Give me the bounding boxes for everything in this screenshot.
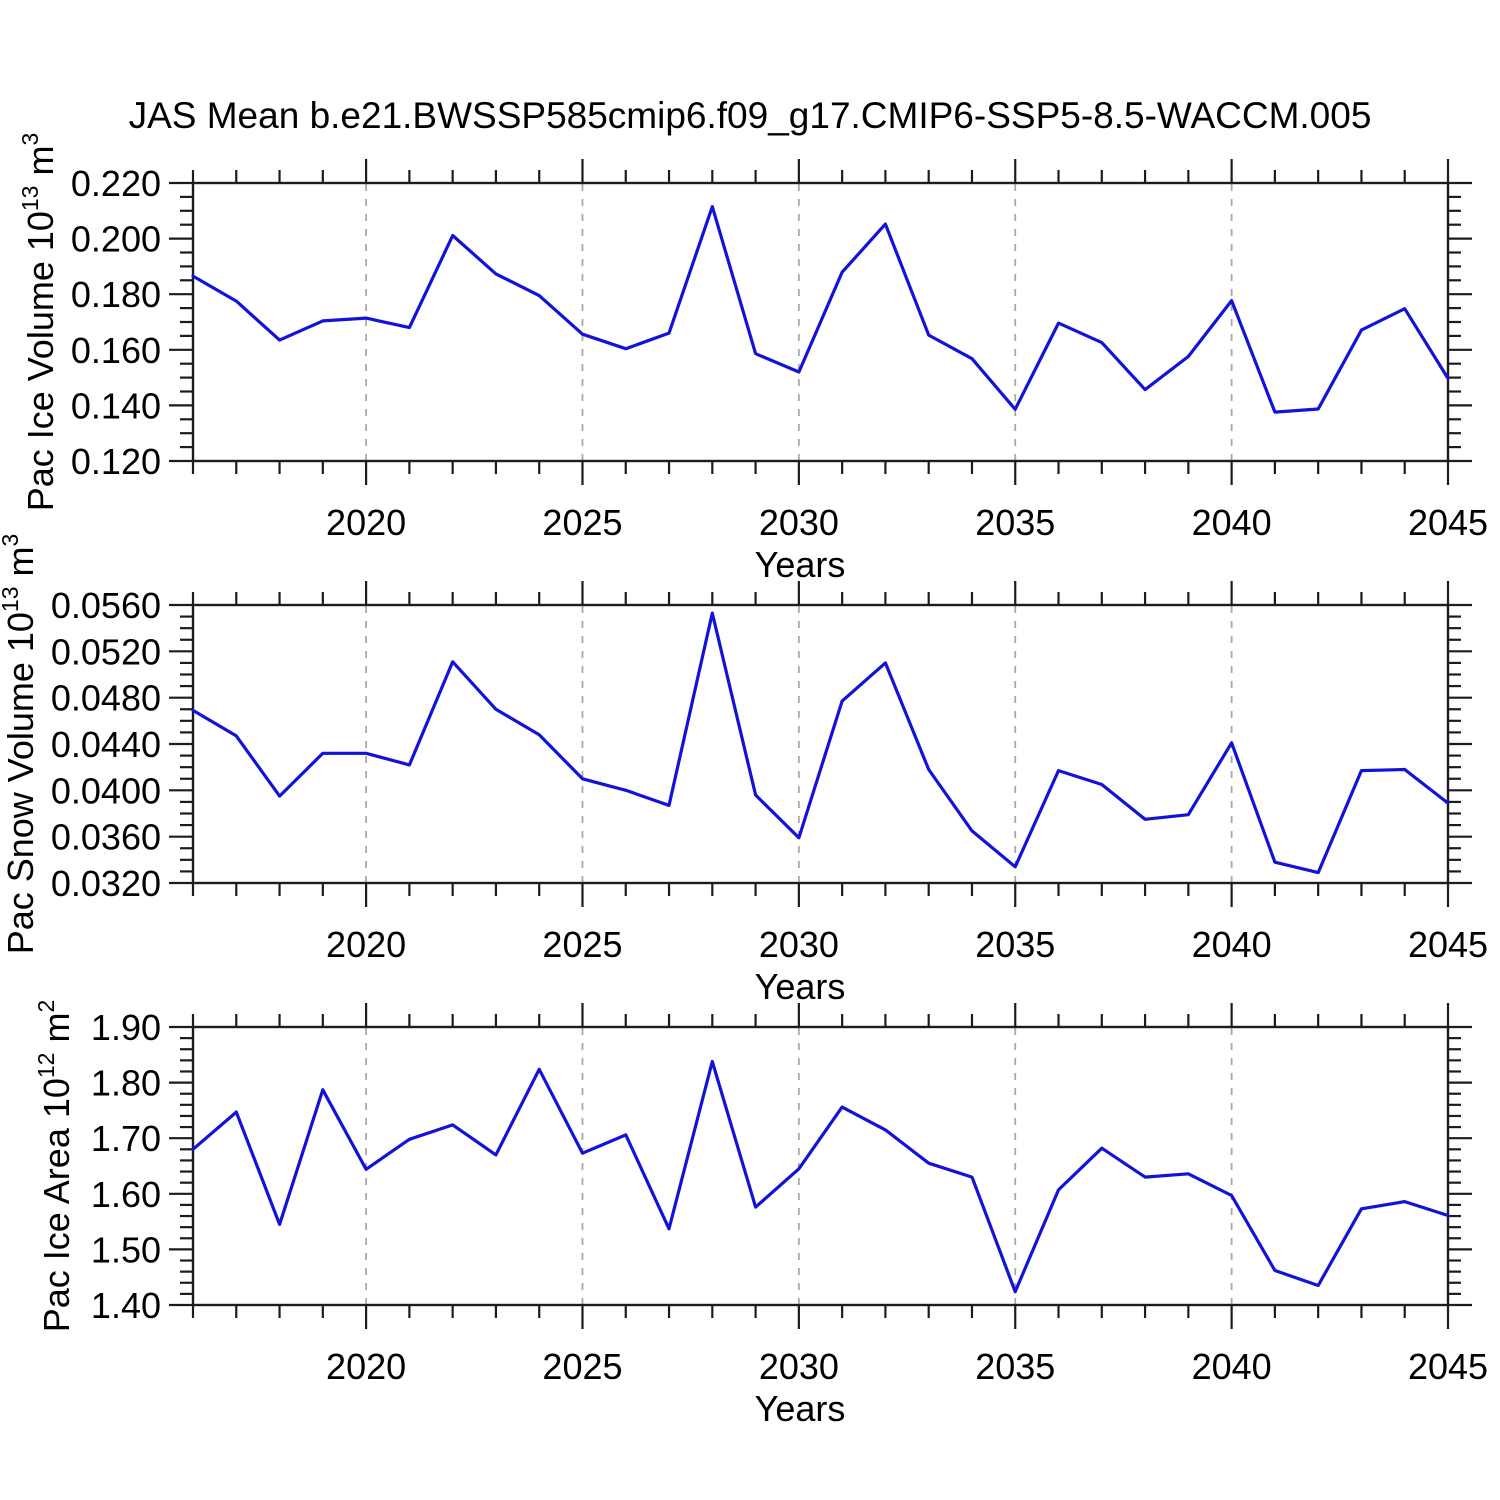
y-tick-label: 0.200: [71, 219, 161, 260]
x-tick-label: 2040: [1192, 924, 1272, 965]
x-axis-title-pac-ice-area: Years: [755, 1388, 846, 1429]
x-tick-label: 2040: [1192, 502, 1272, 543]
y-ticks-pac-ice-volume: [169, 181, 1472, 463]
y-tick-labels-pac-ice-volume: 0.120 0.140 0.160 0.180 0.200 0.220: [71, 163, 161, 482]
x-tick-label: 2030: [759, 502, 839, 543]
y-tick-label: 0.220: [71, 163, 161, 204]
x-axis-title-pac-ice-volume: Years: [755, 544, 846, 585]
x-tick-label: 2045: [1408, 924, 1488, 965]
series-line-pac-ice-area: [191, 1059, 1450, 1294]
y-axis-title-pac-ice-volume: Pac Ice Volume 1013 m3: [17, 133, 61, 512]
x-tick-label: 2025: [542, 1346, 622, 1387]
x-tick-labels-pac-ice-area: 2020 2025 2030 2035 2040 2045: [326, 1346, 1488, 1387]
gridlines-pac-snow-volume: [365, 606, 1233, 882]
y-tick-label: 0.140: [71, 385, 161, 426]
y-axis-title-pac-snow-volume: Pac Snow Volume 1013 m3: [0, 534, 41, 955]
gridlines-pac-ice-area: [365, 1028, 1233, 1304]
y-tick-label: 1.50: [91, 1229, 161, 1270]
series-line-pac-ice-volume: [191, 205, 1450, 414]
y-tick-label: 0.0520: [51, 631, 161, 672]
y-tick-label: 0.0480: [51, 678, 161, 719]
y-tick-labels-pac-ice-area: 1.40 1.50 1.60 1.70 1.80 1.90: [91, 1007, 161, 1326]
y-tick-label: 1.90: [91, 1007, 161, 1048]
x-ticks-pac-ice-volume: [191, 159, 1450, 485]
x-tick-label: 2025: [542, 502, 622, 543]
y-tick-label: 1.60: [91, 1174, 161, 1215]
panel-pac-ice-area: 1.40 1.50 1.60 1.70 1.80 1.90 2020 2025 2030 2035…: [33, 1000, 1488, 1429]
y-tick-label: 0.0360: [51, 817, 161, 858]
x-tick-label: 2035: [975, 1346, 1055, 1387]
x-tick-label: 2030: [759, 1346, 839, 1387]
x-tick-label: 2030: [759, 924, 839, 965]
plot-frame-pac-snow-volume: [191, 603, 1450, 885]
y-tick-label: 0.0440: [51, 724, 161, 765]
y-tick-label: 0.160: [71, 330, 161, 371]
figure-title: JAS Mean b.e21.BWSSP585cmip6.f09_g17.CMI…: [129, 95, 1372, 136]
y-axis-title-pac-ice-area: Pac Ice Area 1012 m2: [33, 1000, 77, 1333]
x-tick-label: 2025: [542, 924, 622, 965]
x-tick-label: 2045: [1408, 1346, 1488, 1387]
series-line-pac-snow-volume: [191, 611, 1450, 875]
x-tick-labels-pac-snow-volume: 2020 2025 2030 2035 2040 2045: [326, 924, 1488, 965]
x-ticks-pac-snow-volume: [191, 581, 1450, 907]
y-tick-label: 1.70: [91, 1118, 161, 1159]
x-tick-labels-pac-ice-volume: 2020 2025 2030 2035 2040 2045: [326, 502, 1488, 543]
x-tick-label: 2020: [326, 502, 406, 543]
gridlines-pac-ice-volume: [365, 184, 1233, 460]
y-tick-labels-pac-snow-volume: 0.0320 0.0360 0.0400 0.0440 0.0480 0.0520 0.05…: [51, 585, 161, 904]
x-tick-label: 2045: [1408, 502, 1488, 543]
y-tick-label: 0.0320: [51, 863, 161, 904]
x-tick-label: 2020: [326, 924, 406, 965]
x-tick-label: 2035: [975, 502, 1055, 543]
y-tick-label: 0.120: [71, 441, 161, 482]
x-axis-title-pac-snow-volume: Years: [755, 966, 846, 1007]
x-ticks-pac-ice-area: [191, 1003, 1450, 1329]
y-tick-label: 1.80: [91, 1063, 161, 1104]
panel-pac-snow-volume: 0.0320 0.0360 0.0400 0.0440 0.0480 0.0520 0.05…: [0, 534, 1488, 1007]
y-tick-label: 0.180: [71, 274, 161, 315]
plot-frame-pac-ice-area: [191, 1025, 1450, 1307]
y-tick-label: 0.0400: [51, 770, 161, 811]
x-tick-label: 2020: [326, 1346, 406, 1387]
x-tick-label: 2040: [1192, 1346, 1272, 1387]
y-ticks-pac-snow-volume: [169, 603, 1472, 885]
x-tick-label: 2035: [975, 924, 1055, 965]
y-ticks-pac-ice-area: [169, 1025, 1472, 1307]
y-tick-label: 1.40: [91, 1285, 161, 1326]
y-tick-label: 0.0560: [51, 585, 161, 626]
